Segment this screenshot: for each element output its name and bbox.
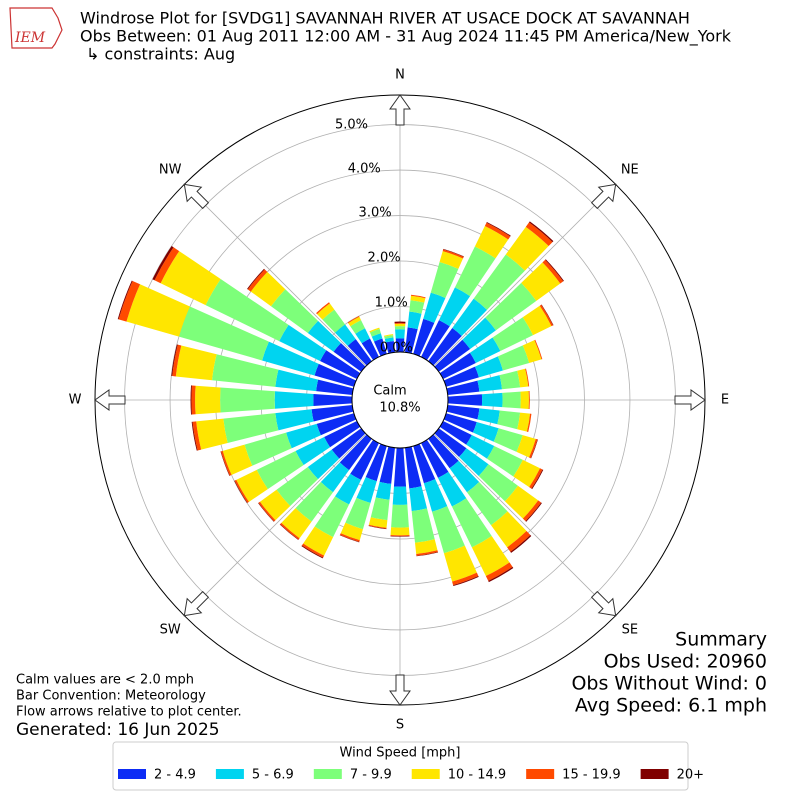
bar-segment (275, 391, 314, 408)
legend-label: 10 - 14.9 (448, 768, 506, 783)
direction-label: W (69, 393, 82, 408)
bar-segment (391, 505, 409, 528)
direction-label: E (721, 393, 729, 408)
legend-label: 7 - 9.9 (350, 768, 392, 783)
r-tick-label: 4.0% (348, 161, 381, 176)
legend-swatch (526, 769, 554, 779)
note: Bar Convention: Meteorology (16, 689, 206, 704)
bar-segment (395, 326, 405, 329)
bar-segment (482, 393, 503, 407)
r-tick-label: 0.0% (380, 341, 413, 356)
direction-label: N (395, 68, 405, 83)
bar-segment (195, 386, 220, 415)
legend-label: 5 - 6.9 (252, 768, 294, 783)
legend-swatch (118, 769, 146, 779)
legend-swatch (314, 769, 342, 779)
legend-swatch (641, 769, 669, 779)
logo-text: IEM (14, 30, 46, 46)
r-tick-label: 5.0% (335, 117, 368, 132)
chart-subtitle: Obs Between: 01 Aug 2011 12:00 AM - 31 A… (80, 27, 732, 47)
bar-segment (395, 322, 406, 324)
calm-label: Calm (373, 384, 406, 399)
legend-swatch (216, 769, 244, 779)
direction-label: S (396, 718, 404, 733)
summary-line: Avg Speed: 6.1 mph (575, 695, 767, 717)
r-tick-label: 1.0% (375, 295, 408, 310)
bar-segment (520, 391, 528, 409)
summary-line: Summary (675, 629, 767, 651)
bar-segment (191, 385, 195, 414)
bar-segment (220, 387, 275, 412)
bar-segment (395, 324, 406, 326)
direction-label: NE (621, 163, 639, 178)
generated: Generated: 16 Jun 2025 (16, 720, 220, 740)
note: Calm values are < 2.0 mph (16, 673, 194, 688)
constraints: ↳ constraints: Aug (86, 45, 235, 64)
bar-segment (395, 329, 405, 338)
bar-segment (502, 392, 520, 409)
direction-label: NW (159, 163, 182, 178)
legend-title: Wind Speed [mph] (340, 746, 461, 761)
direction-label: SE (622, 622, 638, 637)
direction-label: SW (160, 622, 181, 637)
r-tick-label: 3.0% (359, 206, 392, 221)
bar-segment (391, 527, 410, 535)
legend-swatch (412, 769, 440, 779)
legend-label: 20+ (677, 768, 704, 783)
calm-value: 10.8% (379, 401, 420, 416)
summary-line: Obs Without Wind: 0 (571, 673, 767, 695)
legend-label: 2 - 4.9 (154, 768, 196, 783)
logo: IEM (10, 8, 62, 48)
bar-segment (393, 486, 408, 504)
r-tick-label: 2.0% (368, 250, 401, 265)
summary-line: Obs Used: 20960 (604, 651, 767, 673)
chart-title: Windrose Plot for [SVDG1] SAVANNAH RIVER… (80, 9, 690, 28)
legend-label: 15 - 19.9 (562, 768, 620, 783)
note: Flow arrows relative to plot center. (16, 705, 242, 720)
